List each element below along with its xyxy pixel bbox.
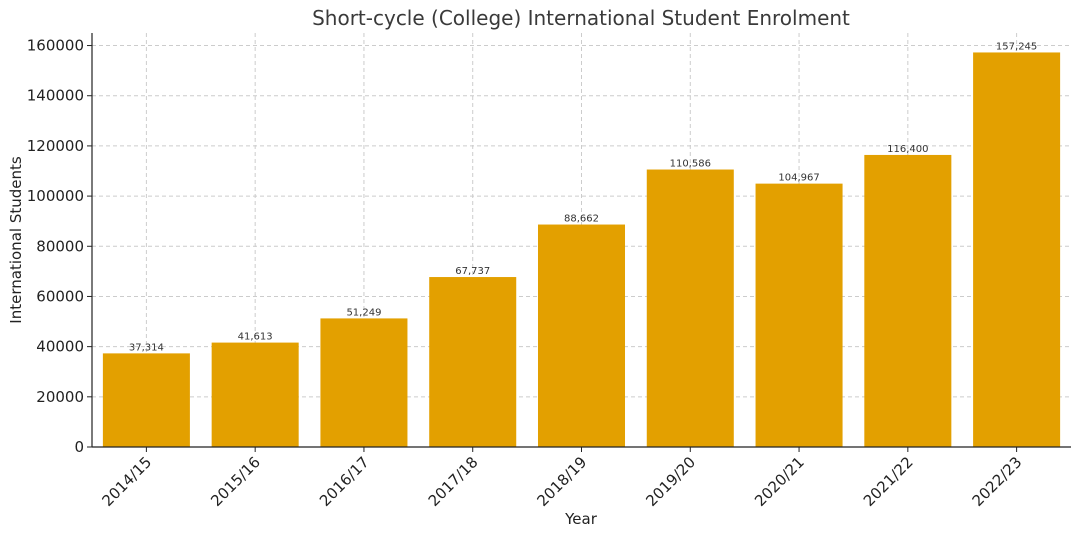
x-tick-label: 2021/22 xyxy=(860,453,917,510)
y-tick-label: 120000 xyxy=(27,137,84,155)
bar xyxy=(320,318,408,447)
bars xyxy=(102,52,1061,448)
x-tick-label: 2015/16 xyxy=(207,453,264,510)
x-tick-label: 2018/19 xyxy=(534,453,591,510)
bar-value-label: 104,967 xyxy=(778,173,819,184)
y-tick-label: 80000 xyxy=(36,237,84,255)
y-tick-label: 0 xyxy=(74,438,84,456)
chart-title: Short-cycle (College) International Stud… xyxy=(312,6,850,30)
x-tick-label: 2020/21 xyxy=(751,453,808,510)
x-tick-labels: 2014/15 2015/16 2016/17 2017/18 2018/19 2019/… xyxy=(98,453,1025,510)
x-tick-label: 2019/20 xyxy=(642,453,699,510)
axes xyxy=(87,33,1071,452)
data-labels: 37,314 41,613 51,249 67,737 88,662 110,586 104… xyxy=(129,41,1037,353)
bar xyxy=(429,277,517,447)
y-tick-label: 20000 xyxy=(36,388,84,406)
bar-value-label: 88,662 xyxy=(564,214,599,225)
x-tick-label: 2014/15 xyxy=(98,453,155,510)
bar xyxy=(211,342,299,447)
y-tick-label: 140000 xyxy=(27,87,84,105)
bar xyxy=(537,224,626,447)
x-tick-label: 2016/17 xyxy=(316,453,373,510)
x-axis-label: Year xyxy=(564,510,598,528)
bar xyxy=(973,52,1061,447)
bar-value-label: 116,400 xyxy=(887,144,928,155)
bar-value-label: 110,586 xyxy=(670,159,711,170)
x-tick-label: 2017/18 xyxy=(425,453,482,510)
y-tick-label: 100000 xyxy=(27,187,84,205)
x-tick-label: 2022/23 xyxy=(969,453,1026,510)
y-tick-labels: 0 20000 40000 60000 80000 100000 120000 140000 1… xyxy=(27,37,84,456)
bar-value-label: 51,249 xyxy=(346,307,381,318)
bar-value-label: 37,314 xyxy=(129,342,164,353)
bar xyxy=(864,154,952,447)
y-tick-label: 160000 xyxy=(27,37,84,55)
y-tick-label: 60000 xyxy=(36,287,84,305)
bar-value-label: 157,245 xyxy=(996,41,1037,52)
bar xyxy=(102,353,190,447)
y-axis-label: International Students xyxy=(7,156,25,324)
bar xyxy=(755,183,843,448)
bar xyxy=(646,169,734,448)
y-tick-label: 40000 xyxy=(36,338,84,356)
bar-value-label: 67,737 xyxy=(455,266,490,277)
bar-value-label: 41,613 xyxy=(238,332,273,343)
